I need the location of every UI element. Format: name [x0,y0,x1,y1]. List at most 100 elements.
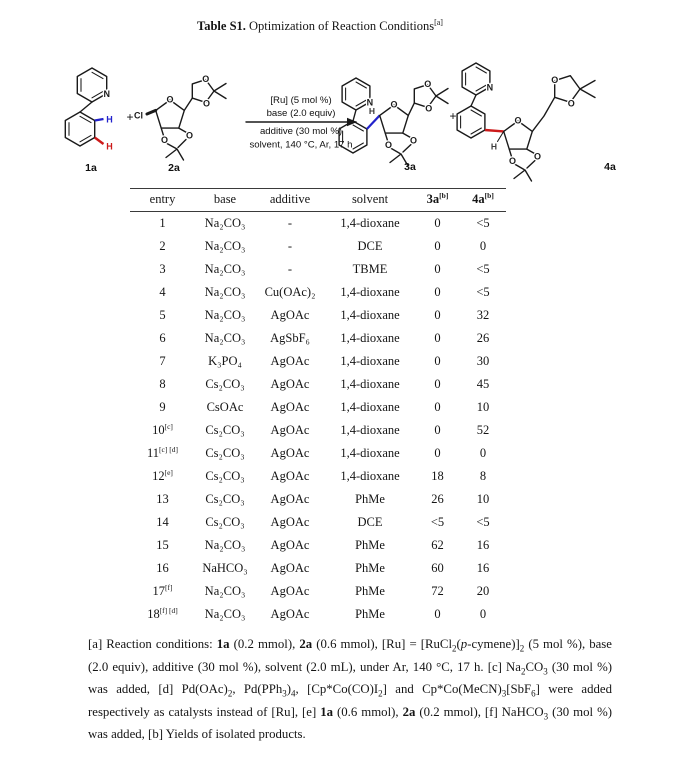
cell-base: Cs₂CO₃ [205,446,245,460]
column-header-label: entry [149,192,176,206]
cell-solvent: 1,4-dioxane [340,308,400,322]
cell-additive: AgSbF₆ [270,331,310,345]
table-row: 9 CsOAc AgOAc 1,4-dioxane 0 10 [130,396,506,419]
cell-yield-3a: 0 [434,239,441,253]
reaction-scheme: N H H 1a + O Cl O O O O 2a [Ru] (5 mol %… [64,62,616,182]
cell-base: Na₂CO₃ [204,239,246,253]
compound-label-3a: 3a [404,161,416,173]
footnote-segment: (5 mol %), base (2.0 equiv), additive (3… [88,637,612,674]
cell-solvent: DCE [357,239,383,253]
footnote-segment: 6 [531,688,536,699]
cell-base: Na₂CO₃ [204,216,246,230]
cell-yield-3a: 18 [431,469,444,483]
table-row: 7 K₃PO₄ AgOAc 1,4-dioxane 0 30 [130,350,506,373]
cell-solvent: PhMe [355,607,385,621]
cell-additive: AgOAc [270,469,310,483]
plus-sign: + [449,109,456,123]
footnote-segment: 2 [227,688,233,699]
acetonide-oxygen-label: O [385,140,392,150]
cell-solvent: PhMe [355,538,385,552]
footnote-segment: ] were added respectively as catalysts i… [88,682,612,719]
ring-oxygen-label: O [166,95,173,105]
cell-base: NaHCO₃ [202,561,248,575]
footnote-segment: , Pd(PPh [232,682,283,696]
cell-base: Cs₂CO₃ [205,469,245,483]
footnote-segment: 2 [378,688,383,699]
column-header-additive: additive [255,188,325,212]
footnote-segment: 2a [402,704,416,719]
footnote-segment: 1a [216,637,230,651]
cell-solvent: TBME [352,262,388,276]
table-row: 3 Na₂CO₃ - TBME 0 <5 [130,258,506,281]
cell-additive: - [287,239,293,253]
condition-ru-loading: [Ru] (5 mol %) [270,95,331,106]
table-body: 1 Na₂CO₃ - 1,4-dioxane 0 <5 2 Na₂CO₃ - DCE 0 0 3 Na₂C… [130,212,506,627]
cell-yield-4a: 30 [476,354,490,368]
dioxolane-oxygen-label: O [424,79,431,89]
footnote-segment: (0.6 mmol), [Ru] = [RuCl [312,637,453,651]
ortho-hydrogen-label: H [106,115,113,125]
footnote-segment: 3 [543,711,549,722]
entry-number: 10 [152,423,165,437]
table-row: 13 Cs₂CO₃ AgOAc PhMe 26 10 [130,488,506,511]
cell-solvent: PhMe [355,584,385,598]
reaction-arrow: [Ru] (5 mol %) base (2.0 equiv) additive… [245,95,357,151]
cell-solvent: PhMe [355,492,385,506]
cell-yield-3a: 26 [431,492,444,506]
column-header-label: 3a [426,192,440,206]
cell-solvent: 1,4-dioxane [340,285,400,299]
footnote-segment: 2a [299,637,313,651]
column-header-label: solvent [351,192,389,206]
cell-solvent: 1,4-dioxane [340,377,400,391]
cell-additive: AgOAc [270,423,310,437]
cell-yield-3a: 0 [434,331,441,345]
table-row: 17[f] Na₂CO₃ AgOAc PhMe 72 20 [130,580,506,603]
column-header-base: base [195,188,255,212]
column-header-label: 4a [472,192,485,206]
cell-entry: 12[e] [130,465,195,488]
footnote-segment: 1a [320,704,334,719]
cell-yield-4a: <5 [476,216,490,230]
cell-yield-4a: 32 [476,308,490,322]
footnote-segment: ( [456,637,461,651]
footnote-segment: (30 mol %) was added, [d] Pd(OAc) [88,659,612,697]
cell-yield-3a: 0 [434,446,441,460]
cell-base: Cs₂CO₃ [205,377,245,391]
dioxolane-oxygen-label: O [425,104,432,114]
cell-base: Na₂CO₃ [204,584,246,598]
footnote-segment: 2 [519,643,525,654]
cell-base: Na₂CO₃ [204,308,246,322]
dioxolane-oxygen-label: O [568,99,575,109]
cell-yield-4a: 52 [476,423,490,437]
footnote-segment: 3 [543,666,548,677]
table-row: 18[f] [d] Na₂CO₃ AgOAc PhMe 0 0 [130,603,506,626]
cell-yield-4a: 0 [479,446,487,460]
table-row: 15 Na₂CO₃ AgOAc PhMe 62 16 [130,534,506,557]
cell-base: Na₂CO₃ [204,285,246,299]
nitrogen-atom-label: N [487,83,494,93]
cell-base: CsOAc [206,400,244,414]
compound-label-4a: 4a [604,161,616,173]
cell-solvent: PhMe [355,561,385,575]
table-row: 5 Na₂CO₃ AgOAc 1,4-dioxane 0 32 [130,304,506,327]
column-header-label: base [213,192,237,206]
cell-additive: AgOAc [270,446,310,460]
entry-number: 12 [152,469,165,483]
table-row: 6 Na₂CO₃ AgSbF₆ 1,4-dioxane 0 26 [130,327,506,350]
cell-yield-3a: 60 [431,561,444,575]
cell-yield-3a: 0 [434,607,441,621]
footnote-segment: (0.2 mmol), [229,637,300,651]
condition-solvent-temp: solvent, 140 °C, Ar, 17 h [249,140,352,151]
condition-additive: additive (30 mol %) [260,126,342,137]
table-title-text: Optimization of Reaction Conditions [245,19,435,34]
footnote-segment: , [Cp*Co(CO)I [295,682,379,696]
cell-solvent: 1,4-dioxane [340,423,400,437]
cell-yield-4a: 0 [479,239,487,253]
acetonide-oxygen-label: O [534,152,541,162]
cell-yield-4a: 16 [476,538,490,552]
cell-yield-3a: 0 [434,400,441,414]
cell-entry: 5 [130,304,195,327]
cell-yield-4a: 8 [479,469,487,483]
cell-yield-4a: <5 [476,262,490,276]
entry-number: 3 [159,262,166,276]
